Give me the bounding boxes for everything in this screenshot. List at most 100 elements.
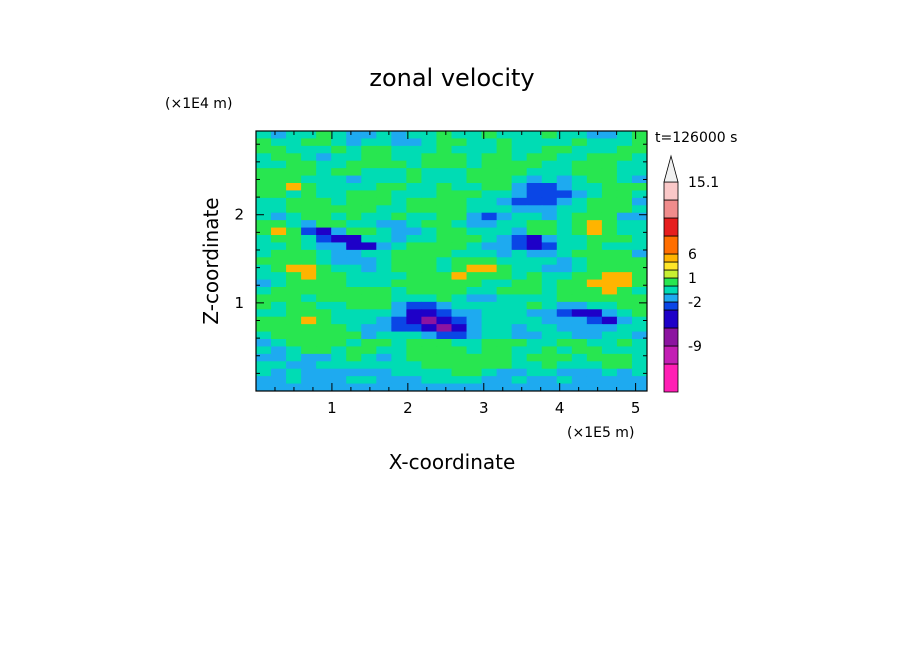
field-cell xyxy=(421,257,438,266)
field-cell xyxy=(361,235,377,244)
field-cell xyxy=(376,160,392,169)
field-cell xyxy=(526,131,543,140)
field-cell xyxy=(511,353,528,362)
field-cell xyxy=(631,153,647,162)
field-cell xyxy=(511,264,528,273)
field-cell xyxy=(406,272,423,281)
field-cell xyxy=(556,145,573,154)
field-cell xyxy=(556,272,573,281)
field-cell xyxy=(571,376,588,385)
x-tick-label: 4 xyxy=(555,399,565,417)
field-cell xyxy=(571,361,588,370)
field-cell xyxy=(391,145,407,154)
field-cell xyxy=(406,287,423,296)
field-cell xyxy=(541,316,558,325)
field-cell xyxy=(406,316,423,325)
field-cell xyxy=(256,205,272,214)
field-cell xyxy=(421,145,438,154)
field-cell xyxy=(271,168,287,177)
field-cell xyxy=(286,324,302,333)
field-cell xyxy=(526,316,543,325)
field-cell xyxy=(316,212,332,221)
field-cell xyxy=(601,264,618,273)
field-cell xyxy=(526,197,543,206)
field-cell xyxy=(361,205,377,214)
field-cell xyxy=(376,212,392,221)
x-tick-label: 3 xyxy=(479,399,489,417)
field-cell xyxy=(586,287,603,296)
field-cell xyxy=(526,376,543,385)
field-cell xyxy=(331,346,347,355)
field-cell xyxy=(466,160,483,169)
field-cell xyxy=(301,264,317,273)
field-cell xyxy=(631,324,647,333)
field-cell xyxy=(586,235,603,244)
field-cell xyxy=(331,212,347,221)
colorbar-tick-label: 15.1 xyxy=(688,175,719,191)
field-cell xyxy=(301,376,317,385)
field-cell xyxy=(466,205,483,214)
field-cell xyxy=(466,331,483,340)
field-cell xyxy=(451,383,468,391)
field-cell xyxy=(586,160,603,169)
field-cell xyxy=(256,353,272,362)
field-cell xyxy=(541,138,558,147)
field-cell xyxy=(451,272,468,281)
x-axis: 1 2 3 4 5 xyxy=(274,131,640,417)
field-cell xyxy=(391,309,407,318)
field-cell xyxy=(481,249,498,258)
field-cell xyxy=(271,331,287,340)
field-cell xyxy=(496,190,513,199)
field-cell xyxy=(571,145,588,154)
field-cell xyxy=(631,190,647,199)
field-cell xyxy=(391,131,407,140)
field-cell xyxy=(316,249,332,258)
field-cell xyxy=(271,242,287,251)
field-cell xyxy=(481,138,498,147)
field-cell xyxy=(451,301,468,310)
field-cell xyxy=(271,279,287,288)
field-cell xyxy=(586,361,603,370)
field-cell xyxy=(316,235,332,244)
field-cell xyxy=(631,175,647,184)
field-cell xyxy=(256,264,272,273)
field-cell xyxy=(526,272,543,281)
field-cell xyxy=(256,294,272,303)
field-cell xyxy=(361,138,377,147)
field-cell xyxy=(421,227,438,236)
colorbar-tick-label: 6 xyxy=(688,247,697,263)
field-cell xyxy=(586,168,603,177)
field-cell xyxy=(301,301,317,310)
field-cell xyxy=(316,153,332,162)
field-cell xyxy=(421,331,438,340)
field-cell xyxy=(511,383,528,391)
field-cell xyxy=(256,249,272,258)
field-cell xyxy=(421,220,438,229)
field-cell xyxy=(436,242,453,251)
field-cell xyxy=(511,287,528,296)
field-cell xyxy=(256,212,272,221)
field-cell xyxy=(286,316,302,325)
field-cell xyxy=(496,272,513,281)
field-cell xyxy=(376,294,392,303)
field-cell xyxy=(526,294,543,303)
field-cell xyxy=(271,361,287,370)
colorbar: -9 -2 1 6 15.1 xyxy=(663,154,719,393)
field-cell xyxy=(391,205,407,214)
field-cell xyxy=(586,220,603,229)
field-cell xyxy=(256,376,272,385)
field-cell xyxy=(406,257,423,266)
field-cell xyxy=(541,145,558,154)
field-cell xyxy=(286,131,302,140)
field-cell xyxy=(391,220,407,229)
field-cell xyxy=(391,160,407,169)
field-cell xyxy=(586,264,603,273)
field-cell xyxy=(601,353,618,362)
field-cell xyxy=(331,309,347,318)
field-cell xyxy=(526,168,543,177)
field-cell xyxy=(421,279,438,288)
field-cell xyxy=(481,190,498,199)
field-cell xyxy=(616,257,633,266)
colorbar-extend-arrow xyxy=(663,154,679,183)
field-cell xyxy=(421,205,438,214)
